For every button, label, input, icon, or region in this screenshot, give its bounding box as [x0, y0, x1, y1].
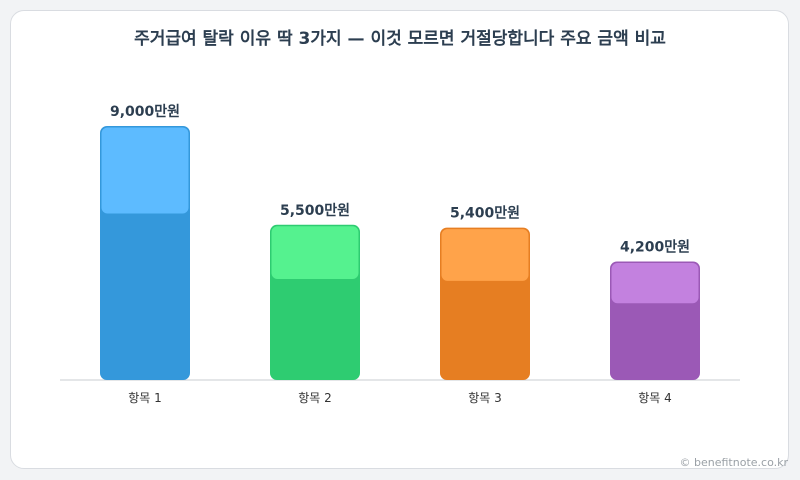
- x-tick-label-4: 항목 4: [638, 391, 672, 405]
- bar-2-highlight: [271, 226, 359, 280]
- bar-1-highlight: [101, 127, 189, 214]
- chart-title: 주거급여 탈락 이유 딱 3가지 — 이것 모르면 거절당합니다 주요 금액 비…: [134, 29, 666, 49]
- bar-1-value-label: 9,000만원: [110, 104, 180, 120]
- bar-3-highlight: [441, 229, 529, 281]
- x-tick-label-3: 항목 3: [468, 391, 502, 405]
- x-tick-label-2: 항목 2: [298, 391, 332, 405]
- bar-3-value-label: 5,400만원: [450, 206, 520, 222]
- watermark: © benefitnote.co.kr: [679, 456, 788, 469]
- bar-4-highlight: [611, 262, 699, 304]
- bar-2-value-label: 5,500만원: [280, 203, 350, 219]
- bar-4-value-label: 4,200만원: [620, 239, 690, 255]
- x-tick-label-1: 항목 1: [128, 391, 162, 405]
